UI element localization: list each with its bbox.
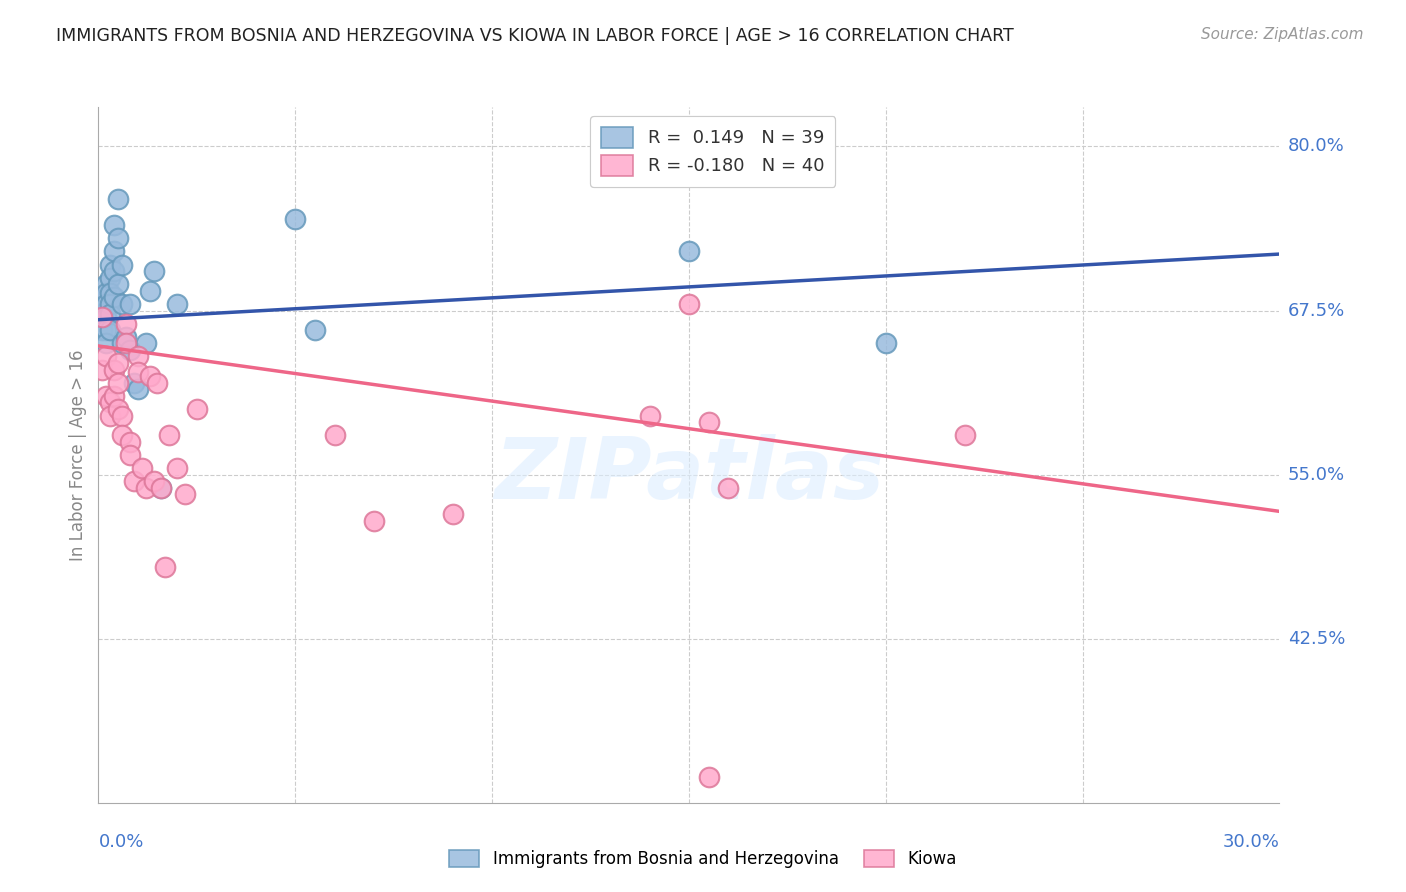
Point xyxy=(697,415,720,429)
Point xyxy=(115,317,138,331)
Point xyxy=(98,395,121,409)
Point xyxy=(98,409,121,423)
Point xyxy=(118,343,141,357)
Point xyxy=(157,428,180,442)
Text: Source: ZipAtlas.com: Source: ZipAtlas.com xyxy=(1201,27,1364,42)
Point xyxy=(98,297,121,311)
Point xyxy=(96,350,118,364)
Text: IMMIGRANTS FROM BOSNIA AND HERZEGOVINA VS KIOWA IN LABOR FORCE | AGE > 16 CORREL: IMMIGRANTS FROM BOSNIA AND HERZEGOVINA V… xyxy=(56,27,1014,45)
Point xyxy=(107,192,129,206)
Point xyxy=(103,362,125,376)
Point xyxy=(103,264,125,278)
Point xyxy=(127,365,149,379)
Point xyxy=(174,487,197,501)
Point xyxy=(96,286,118,301)
Point xyxy=(107,277,129,292)
Point xyxy=(98,258,121,272)
Point xyxy=(441,507,464,521)
Point xyxy=(96,310,118,324)
Point xyxy=(91,362,114,376)
Point xyxy=(107,231,129,245)
Point xyxy=(138,284,160,298)
Point xyxy=(150,481,173,495)
Point xyxy=(118,297,141,311)
Point xyxy=(96,323,118,337)
Point xyxy=(127,382,149,396)
Point xyxy=(363,514,385,528)
Point xyxy=(103,244,125,259)
Point xyxy=(98,286,121,301)
Point xyxy=(103,218,125,232)
Point xyxy=(142,264,165,278)
Point xyxy=(638,409,661,423)
Point xyxy=(678,297,700,311)
Point xyxy=(96,389,118,403)
Point xyxy=(107,401,129,416)
Point xyxy=(98,270,121,285)
Text: 0.0%: 0.0% xyxy=(98,833,143,851)
Point xyxy=(135,481,157,495)
Point xyxy=(138,369,160,384)
Point xyxy=(96,297,118,311)
Point xyxy=(115,330,138,344)
Point xyxy=(122,376,145,390)
Point xyxy=(118,448,141,462)
Point xyxy=(115,336,138,351)
Point xyxy=(91,308,114,322)
Point xyxy=(91,323,114,337)
Point xyxy=(678,244,700,259)
Point xyxy=(953,428,976,442)
Point xyxy=(131,461,153,475)
Point xyxy=(142,474,165,488)
Point xyxy=(166,461,188,475)
Point xyxy=(323,428,346,442)
Point xyxy=(155,559,177,574)
Point xyxy=(186,401,208,416)
Legend: Immigrants from Bosnia and Herzegovina, Kiowa: Immigrants from Bosnia and Herzegovina, … xyxy=(443,843,963,875)
Point xyxy=(304,323,326,337)
Point xyxy=(111,409,134,423)
Point xyxy=(103,389,125,403)
Point xyxy=(118,434,141,449)
Point xyxy=(127,350,149,364)
Point xyxy=(91,290,114,304)
Point xyxy=(96,277,118,292)
Text: 30.0%: 30.0% xyxy=(1223,833,1279,851)
Point xyxy=(122,474,145,488)
Text: 80.0%: 80.0% xyxy=(1288,137,1344,155)
Point xyxy=(107,356,129,370)
Point xyxy=(98,323,121,337)
Point xyxy=(98,308,121,322)
Point xyxy=(103,290,125,304)
Text: 67.5%: 67.5% xyxy=(1288,301,1346,319)
Legend: R =  0.149   N = 39, R = -0.180   N = 40: R = 0.149 N = 39, R = -0.180 N = 40 xyxy=(591,116,835,186)
Point xyxy=(717,481,740,495)
Text: 55.0%: 55.0% xyxy=(1288,466,1346,483)
Text: 42.5%: 42.5% xyxy=(1288,630,1346,648)
Text: ZIPatlas: ZIPatlas xyxy=(494,434,884,517)
Point xyxy=(875,336,897,351)
Point xyxy=(96,336,118,351)
Point xyxy=(111,258,134,272)
Point xyxy=(111,336,134,351)
Point xyxy=(697,770,720,784)
Point xyxy=(150,481,173,495)
Point xyxy=(111,297,134,311)
Point xyxy=(107,376,129,390)
Point xyxy=(284,211,307,226)
Point xyxy=(91,310,114,324)
Point xyxy=(135,336,157,351)
Point xyxy=(111,428,134,442)
Y-axis label: In Labor Force | Age > 16: In Labor Force | Age > 16 xyxy=(69,349,87,561)
Point xyxy=(146,376,169,390)
Point xyxy=(166,297,188,311)
